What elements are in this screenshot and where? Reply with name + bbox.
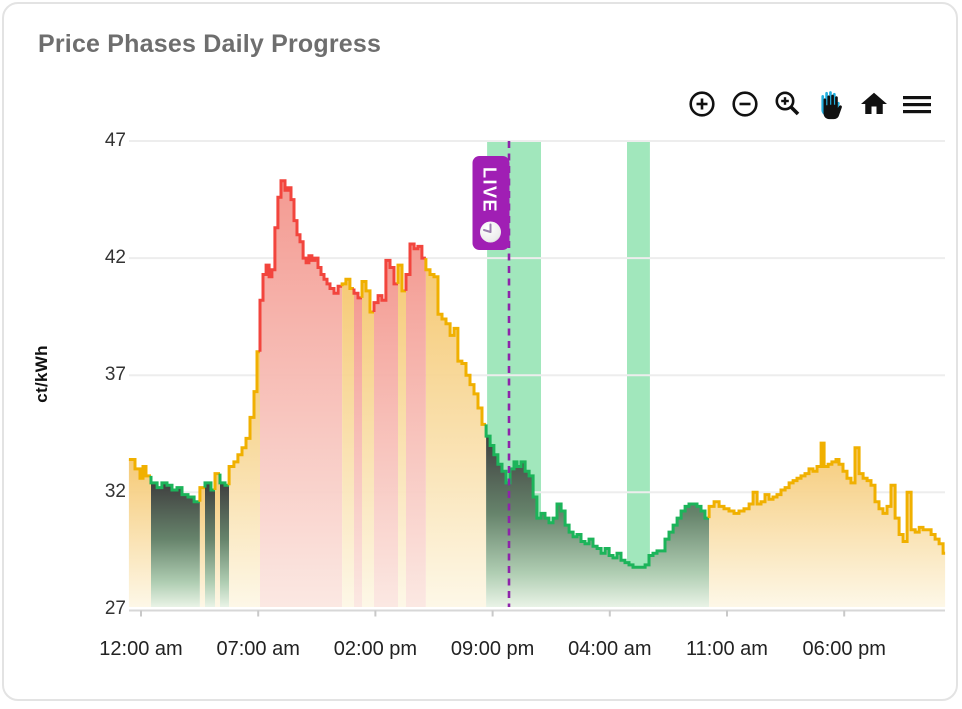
y-tick-label: 27 <box>104 598 126 620</box>
page-title: Price Phases Daily Progress <box>38 30 382 58</box>
menu-button[interactable] <box>900 88 934 120</box>
phase-area-fills <box>128 180 946 608</box>
home-icon <box>858 89 890 119</box>
pan-icon <box>815 88 847 120</box>
x-tick-label: 11:00 am <box>686 638 768 660</box>
x-tick-label: 02:00 pm <box>333 638 418 660</box>
y-axis-title: ct/kWh <box>32 345 51 403</box>
price-phases-chart[interactable]: LIVE ct/kWh 47 42 37 32 27 12:00 am 07:00 am 0… <box>4 4 962 709</box>
x-tick-label: 06:00 pm <box>802 638 886 660</box>
live-marker: LIVE <box>472 141 511 607</box>
x-tick-label: 09:00 pm <box>450 638 535 660</box>
zoom-out-button[interactable] <box>728 88 762 120</box>
x-tick-label: 04:00 am <box>568 638 652 660</box>
menu-icon <box>901 89 933 119</box>
zoom-out-icon <box>730 89 760 119</box>
box-zoom-icon <box>773 89 803 119</box>
chart-toolbar <box>685 88 934 120</box>
y-tick-label: 47 <box>104 130 126 151</box>
y-tick-label: 37 <box>104 364 126 386</box>
chart-plot-area[interactable]: LIVE <box>4 4 962 709</box>
phase-step-lines <box>128 179 946 569</box>
x-tick-label: 12:00 am <box>99 638 183 660</box>
clock-icon <box>480 221 501 243</box>
pan-button[interactable] <box>814 88 848 120</box>
x-axis <box>129 609 945 617</box>
zoom-in-icon <box>687 89 717 119</box>
y-tick-label: 42 <box>104 247 126 269</box>
zoom-in-button[interactable] <box>685 88 719 120</box>
y-tick-label: 32 <box>104 481 126 503</box>
x-tick-label: 07:00 am <box>216 638 300 660</box>
home-button[interactable] <box>857 88 891 120</box>
chart-card: Price Phases Daily Progress <box>2 2 958 701</box>
box-zoom-button[interactable] <box>771 88 805 120</box>
live-label-text: LIVE <box>480 167 500 213</box>
